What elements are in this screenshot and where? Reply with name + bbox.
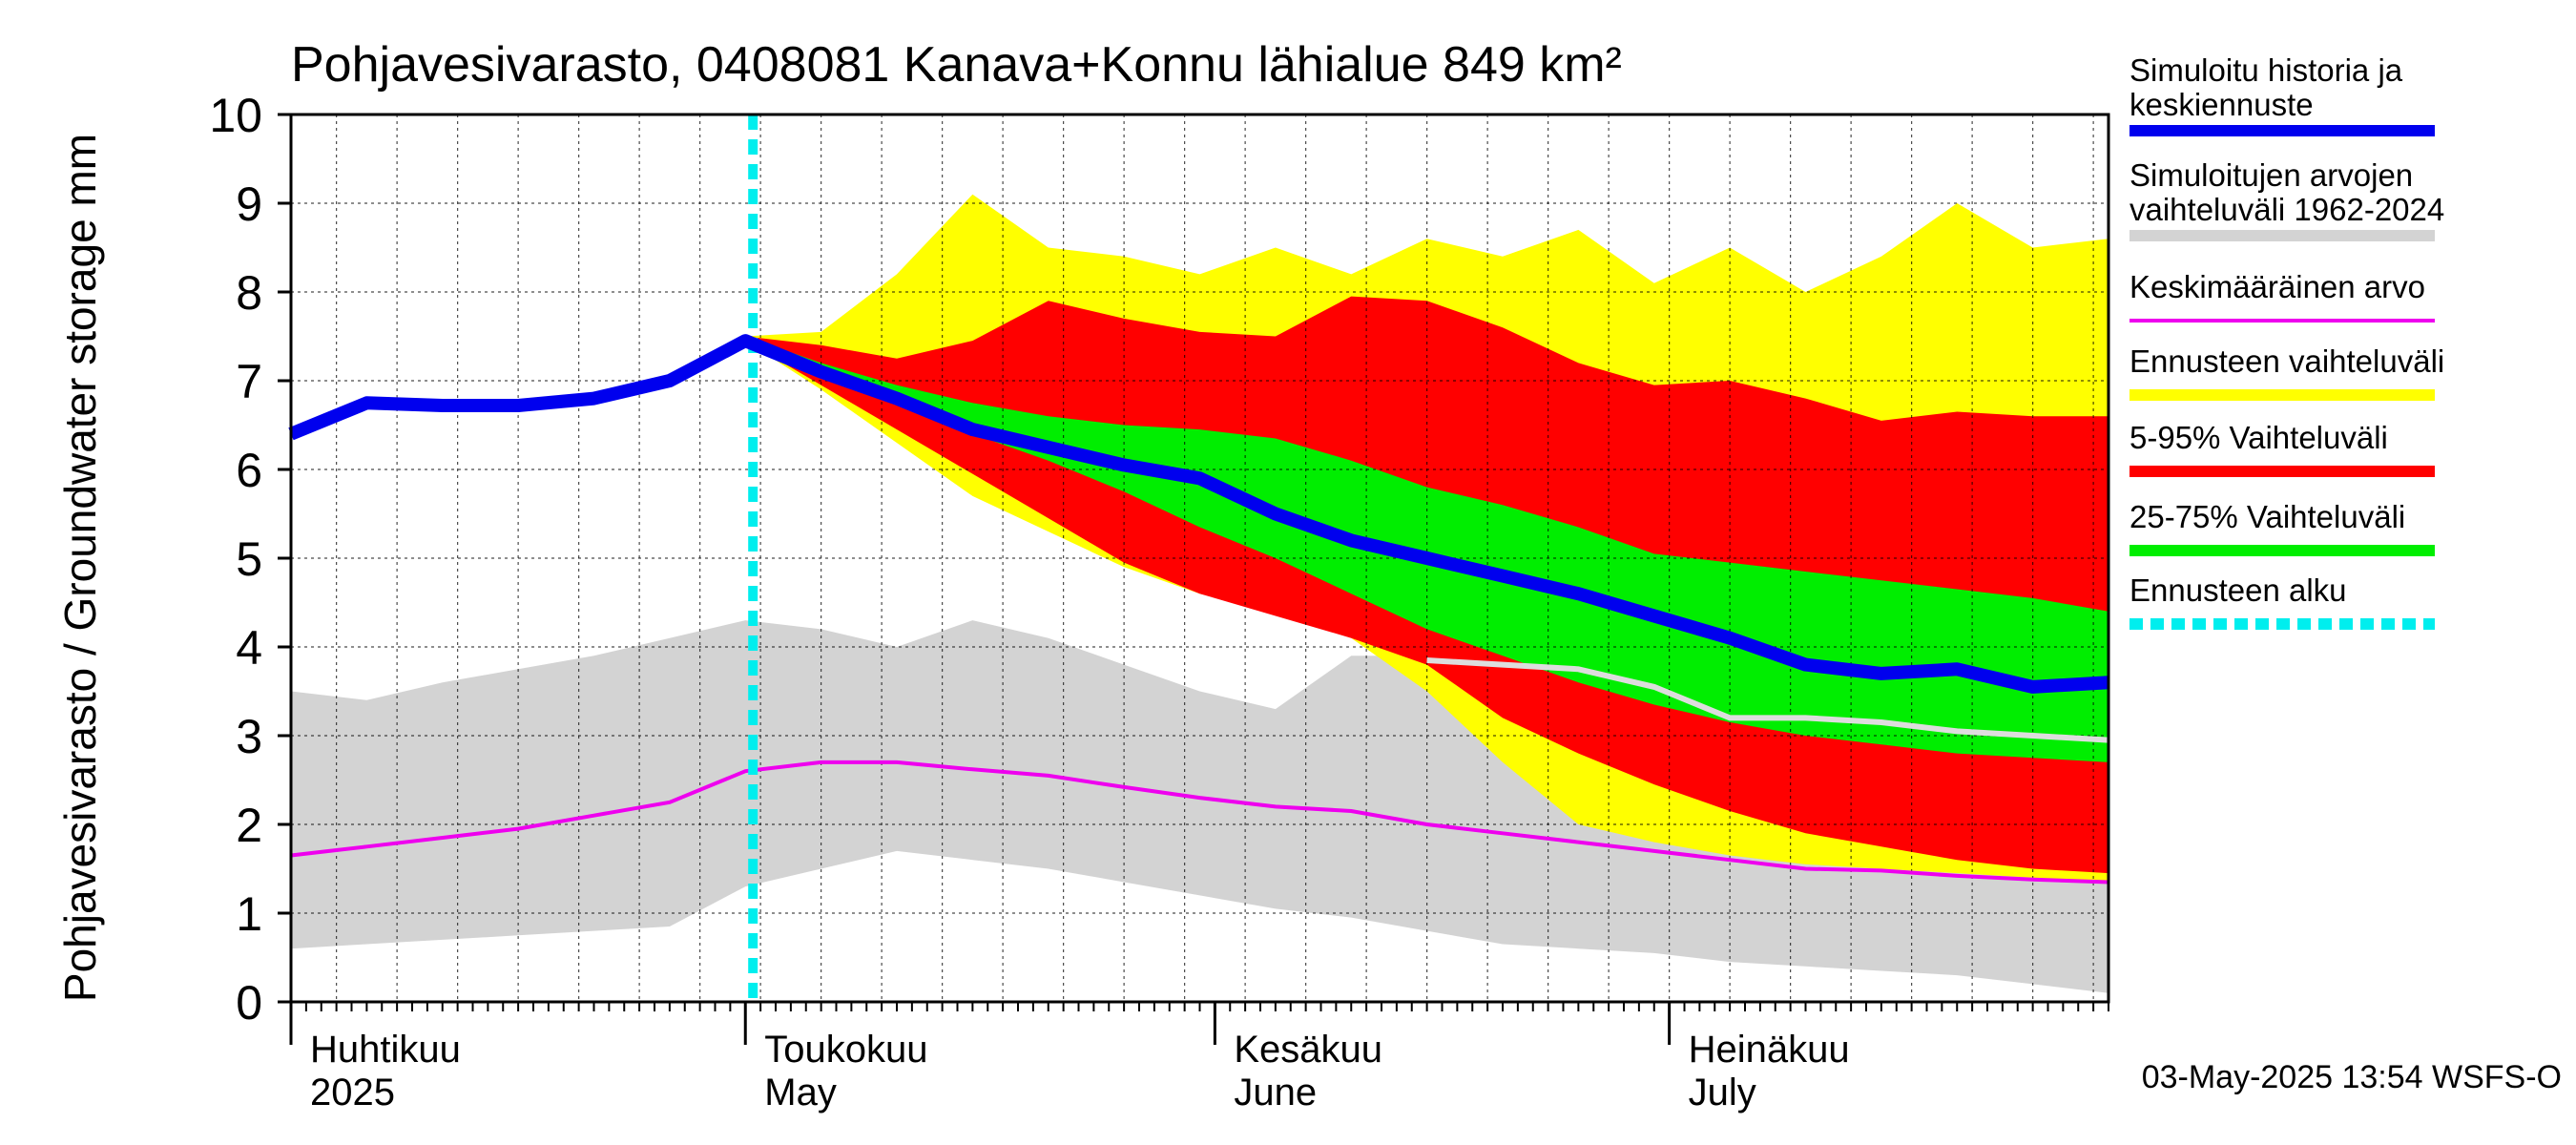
legend-label: 5-95% Vaihteluväli bbox=[2129, 420, 2388, 455]
y-tick-label: 0 bbox=[236, 976, 262, 1030]
y-tick-label: 3 bbox=[236, 710, 262, 763]
y-tick-label: 7 bbox=[236, 355, 262, 408]
median-line bbox=[1426, 657, 2109, 743]
x-month-label: Heinäkuu bbox=[1689, 1029, 1850, 1071]
y-tick-label: 4 bbox=[236, 621, 262, 675]
x-month-label-en: 2025 bbox=[310, 1072, 395, 1114]
y-tick-label: 10 bbox=[209, 89, 262, 142]
y-tick-label: 9 bbox=[236, 177, 262, 231]
legend-label: Keskimääräinen arvo bbox=[2129, 269, 2425, 304]
y-axis-label: Pohjavesivarasto / Groundwater storage m… bbox=[55, 134, 105, 1002]
x-month-label: Huhtikuu bbox=[310, 1029, 461, 1071]
forecast-line bbox=[288, 334, 2109, 694]
x-month-label: Kesäkuu bbox=[1234, 1029, 1382, 1071]
chart-grid bbox=[291, 114, 2109, 1002]
chart-lines bbox=[288, 114, 2109, 1002]
x-month-label-en: June bbox=[1234, 1072, 1317, 1114]
legend-label: Simuloitu historia ja keskiennuste bbox=[2129, 52, 2403, 122]
x-month-label-en: July bbox=[1689, 1072, 1756, 1114]
x-month-label: Toukokuu bbox=[764, 1029, 927, 1071]
footer-timestamp: 03-May-2025 13:54 WSFS-O bbox=[2142, 1059, 2562, 1095]
y-tick-label: 2 bbox=[236, 799, 262, 852]
y-tick-label: 5 bbox=[236, 532, 262, 586]
legend-label: Ennusteen alku bbox=[2129, 572, 2347, 608]
legend-label: 25-75% Vaihteluväli bbox=[2129, 499, 2405, 534]
legend-label: Simuloitujen arvojen vaihteluväli 1962-20… bbox=[2129, 157, 2444, 227]
legend-label: Ennusteen vaihteluväli bbox=[2129, 344, 2444, 379]
x-month-label-en: May bbox=[764, 1072, 837, 1114]
y-tick-label: 1 bbox=[236, 887, 262, 941]
chart-bands bbox=[291, 194, 2109, 993]
chart-title: Pohjavesivarasto, 0408081 Kanava+Konnu l… bbox=[291, 37, 1622, 93]
y-tick-label: 6 bbox=[236, 444, 262, 497]
legend: Simuloitu historia ja keskiennuste Simuloi… bbox=[2129, 52, 2444, 630]
y-tick-label: 8 bbox=[236, 266, 262, 320]
mean-line bbox=[290, 760, 2109, 885]
